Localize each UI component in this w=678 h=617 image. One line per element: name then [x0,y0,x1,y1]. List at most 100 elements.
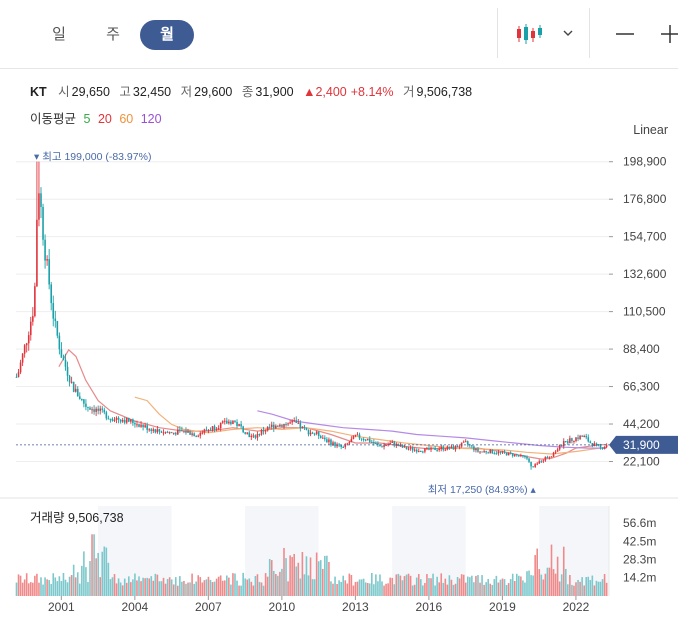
candle-body [99,408,102,411]
x-tick-label: 2001 [48,600,75,614]
volume-bar [473,582,475,596]
price-tick-label: 198,900 [623,155,667,169]
volume-bar [558,581,561,596]
volume-bar [442,582,445,596]
volume-bar [293,553,296,596]
volume-bar [281,568,283,596]
volume-bar [387,583,389,596]
volume-bar [34,575,36,596]
candle-body [548,456,551,458]
candle-body [226,420,228,424]
volume-bar [422,585,424,596]
volume-bar [495,575,498,596]
chevron-down-icon[interactable] [562,25,574,43]
volume-bar [599,581,602,596]
candle-body [434,447,436,450]
volume-bar [266,576,269,596]
candle-body [542,460,545,462]
volume-bar [475,575,477,596]
volume-bar [587,576,590,596]
volume-bar [591,575,594,596]
ticker-symbol: KT [30,85,47,99]
volume-bar [575,582,577,596]
volume-bar [154,573,157,596]
volume-bar [522,580,524,596]
volume-bar [515,573,518,596]
current-price-badge [609,435,678,454]
candle-body [272,424,275,429]
volume-bar [424,583,426,596]
candle-body [215,428,218,430]
tab-weekly[interactable]: 주 [106,26,120,43]
volume-bar [130,582,132,596]
candle-body [475,448,477,451]
volume-bar [166,579,169,596]
candle-body [522,455,524,457]
candle-body [246,432,249,434]
volume-bar [301,551,304,596]
volume-bar [170,579,173,596]
candle-body [330,439,332,446]
volume-bar [183,580,185,596]
candle-body [95,408,97,412]
volume-bar [534,555,536,596]
candle-body [503,451,506,453]
volume-bar [385,583,387,596]
candle-body [505,452,508,456]
volume-bar [113,574,116,596]
volume-bar [597,581,600,596]
candle-body [32,316,34,322]
volume-bar [366,582,369,596]
volume-bar [493,579,496,596]
candle-body [491,449,494,454]
volume-bar [146,577,148,596]
volume-bar [348,573,351,596]
candle-body [154,429,157,433]
volume-bar [324,555,326,596]
candle-body [211,426,214,431]
volume-bar [379,574,381,596]
candle-body [68,375,71,383]
candlestick-icon[interactable] [516,22,542,51]
candle-body [232,420,234,425]
volume-bar [409,575,412,596]
open-label: 시 [58,85,70,99]
volume-bar [413,584,416,596]
volume-bar [305,556,308,596]
candle-body [78,396,81,399]
volume-bar [115,583,118,596]
volume-bar [74,577,77,596]
zoom-out-icon[interactable] [615,24,635,49]
candle-body [168,432,171,434]
moving-average-legend[interactable]: 이동평균 5 20 60 120 [30,108,162,127]
price-tick-label: 176,800 [623,192,667,206]
zoom-in-icon[interactable] [660,24,678,49]
candle-body [373,442,375,444]
volume-bar [144,578,146,596]
volume-bar [138,576,140,596]
tab-daily[interactable]: 일 [52,26,66,43]
candle-body [40,193,42,207]
volume-bar [471,575,473,596]
volume-bar [605,582,608,596]
candle-body [487,452,489,454]
volume-bar [485,582,487,596]
volume-bar [567,584,569,596]
candle-body [289,422,291,424]
volume-bar [103,546,106,596]
candle-body [458,446,461,448]
volume-bar [250,581,253,596]
volume-bar [501,578,504,596]
candle-body [420,451,422,453]
candle-body [74,388,77,392]
volume-bar [546,567,549,596]
volume-bar [240,585,242,596]
low-label: 저 [180,85,193,99]
tab-monthly[interactable]: 월 [140,20,194,50]
volume-bar [354,581,357,596]
volume-bar [295,566,298,596]
volume-bar [164,583,167,596]
scale-mode-toggle[interactable]: Linear [633,123,668,137]
volume-bar [285,558,287,596]
